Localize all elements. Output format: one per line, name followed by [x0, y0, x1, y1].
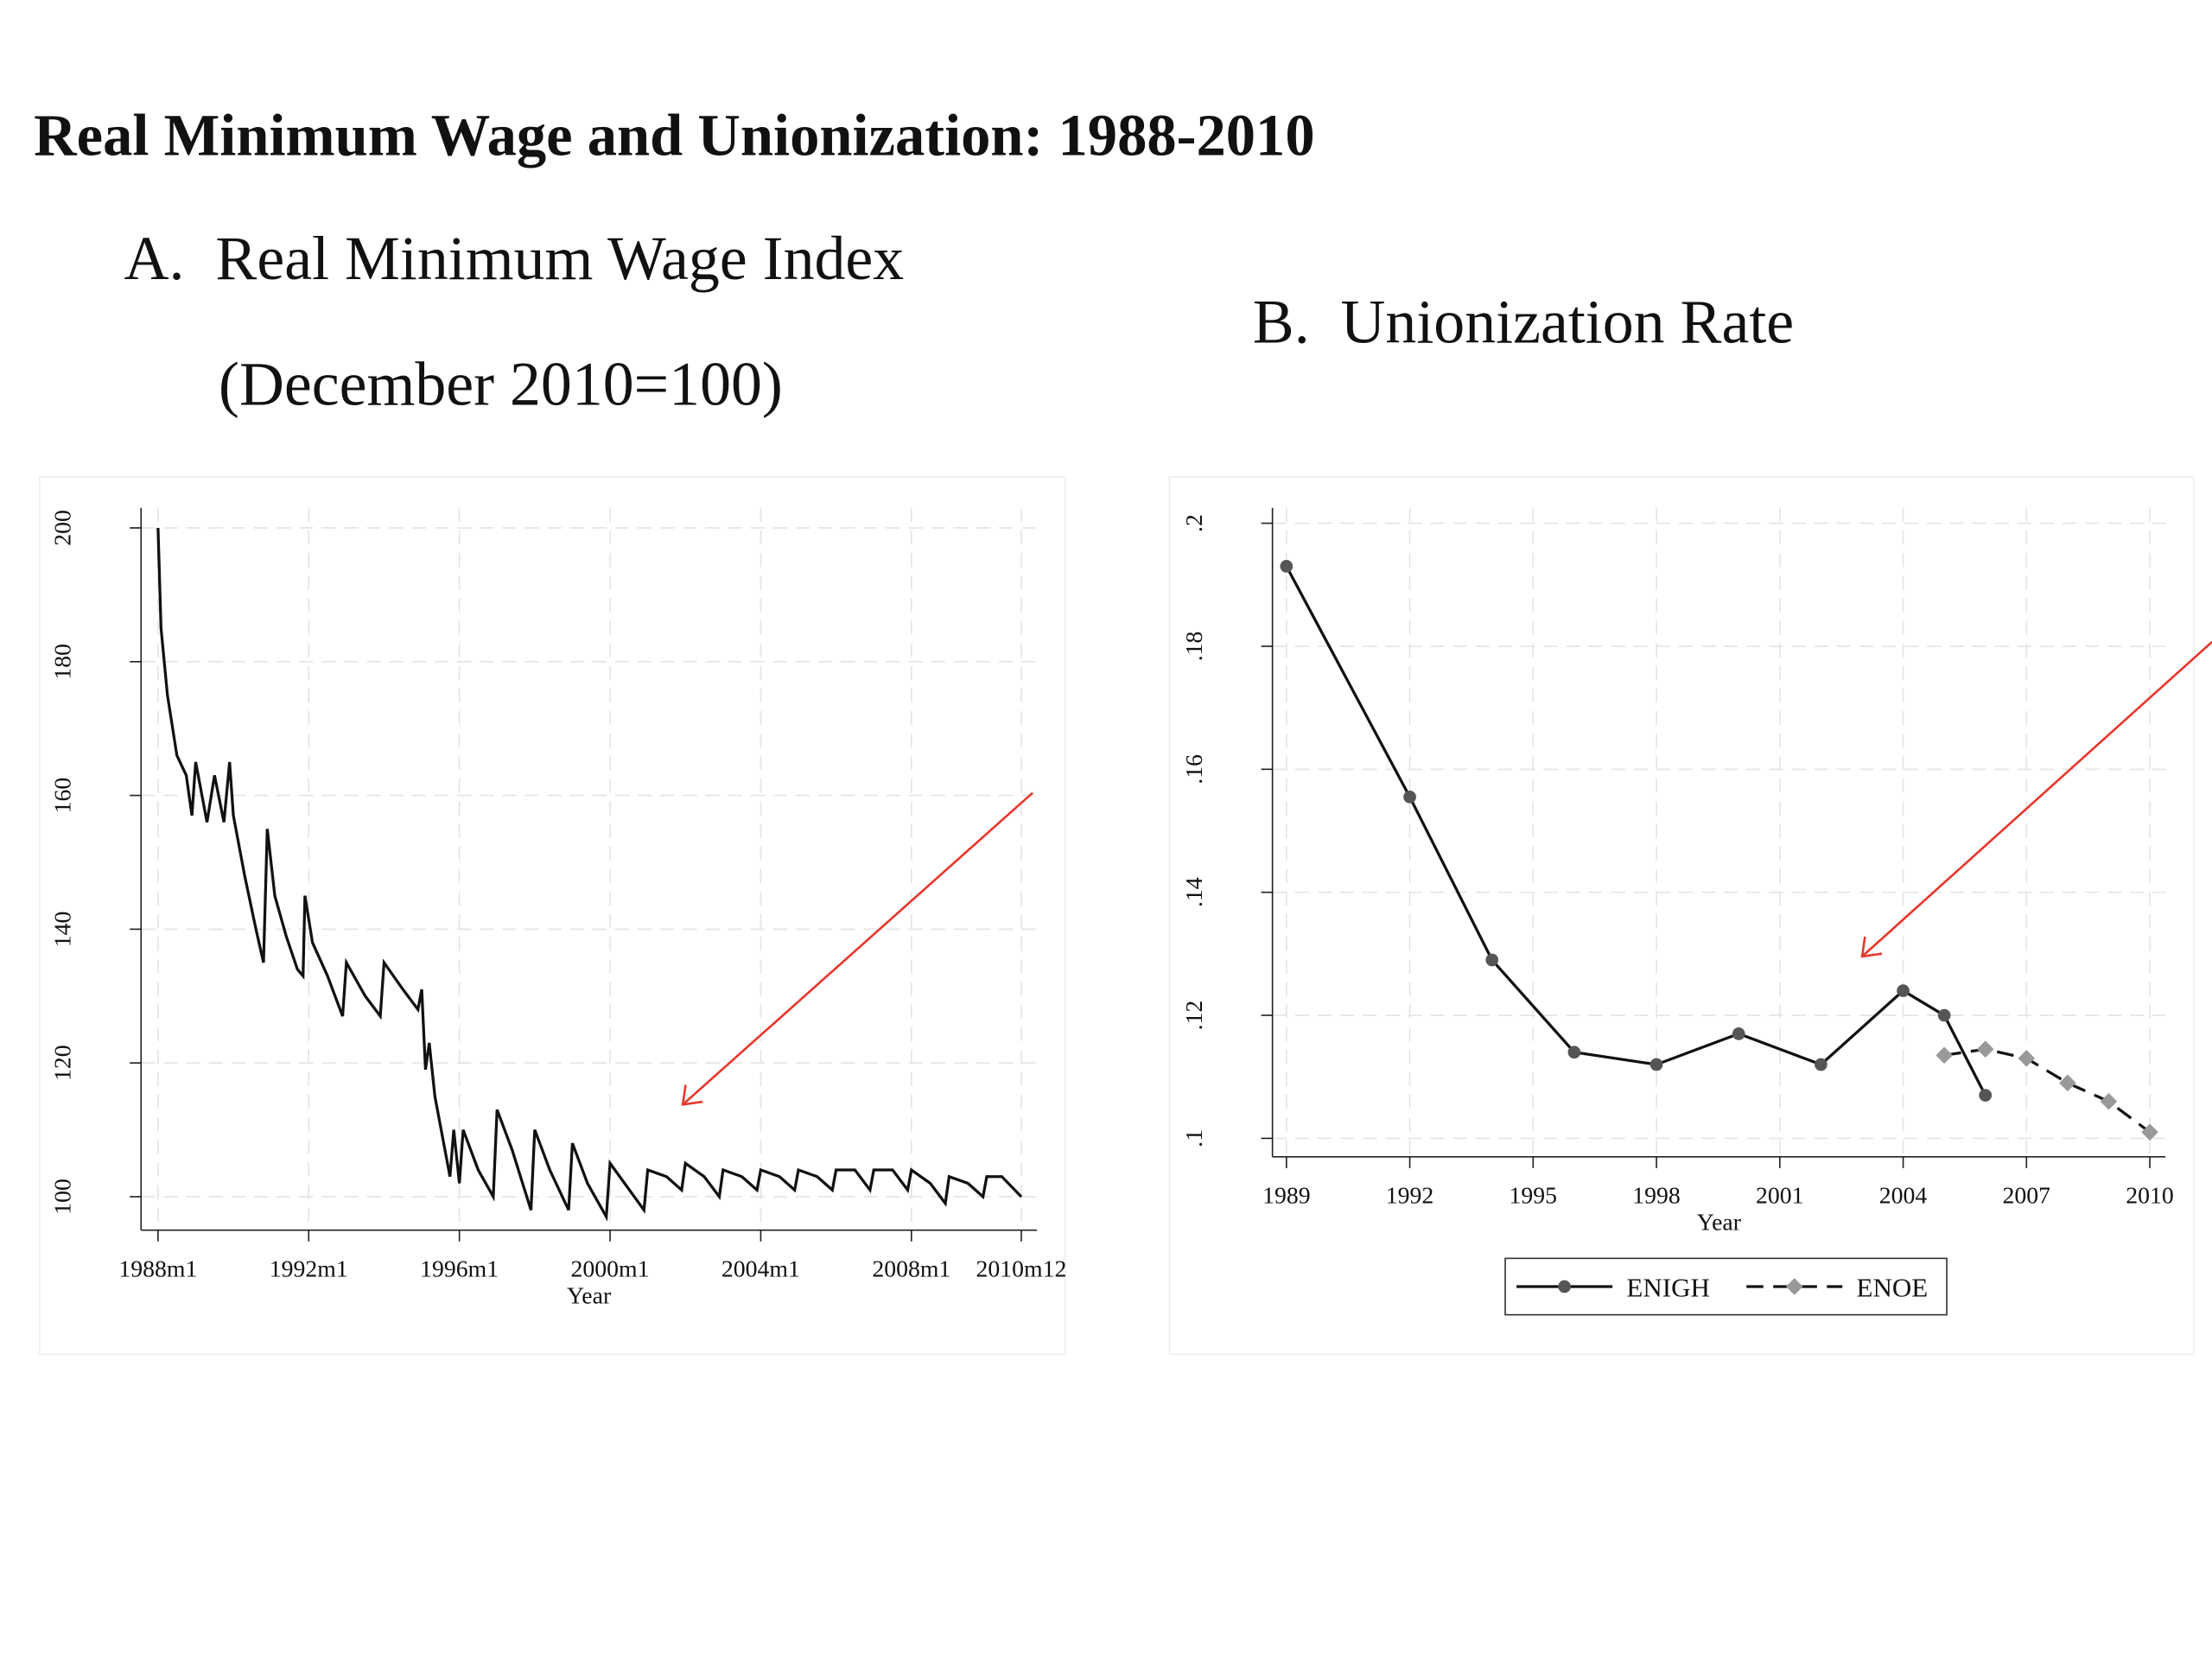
x-tick-label: 2001 — [1756, 1183, 1804, 1210]
y-tick-label: .18 — [1181, 632, 1208, 662]
legend-label: ENOE — [1857, 1272, 1929, 1302]
legend-marker — [1785, 1278, 1803, 1295]
x-tick-label: 1995 — [1510, 1183, 1558, 1210]
point — [1732, 1027, 1745, 1040]
x-tick-label: 2007 — [2003, 1183, 2051, 1210]
y-tick-label: 140 — [50, 912, 77, 948]
panel-a-frame — [38, 476, 1066, 1356]
x-tick-label: 2010m12 — [976, 1256, 1067, 1283]
arrow-b-head — [1860, 936, 1883, 958]
legend-label: ENIGH — [1626, 1272, 1709, 1302]
point — [2059, 1074, 2076, 1092]
slide-title: Real Minimum Wage and Unionization: 1988… — [34, 103, 1314, 168]
annotation-arrows — [681, 640, 2212, 1106]
point — [1815, 1058, 1827, 1071]
series-line — [156, 527, 1023, 1222]
arrow-a — [682, 791, 1033, 1106]
y-tick-label: 160 — [50, 778, 77, 814]
x-axis-title: Year — [567, 1283, 611, 1310]
x-tick-label: 1988m1 — [118, 1256, 197, 1283]
y-tick-label: .12 — [1181, 1001, 1208, 1031]
x-tick-label: 2004 — [1879, 1183, 1928, 1210]
panel-a-title: A. Real Minimum Wage Index — [124, 224, 905, 293]
arrow-b — [1861, 640, 2212, 957]
point — [1485, 953, 1499, 967]
x-tick-label: 1996m1 — [420, 1256, 499, 1283]
point — [1403, 790, 1416, 804]
point — [1979, 1089, 1993, 1102]
x-tick-label: 1992 — [1386, 1183, 1434, 1210]
panel-a-subtitle: (December 2010=100) — [219, 350, 783, 419]
y-tick-label: .16 — [1181, 754, 1208, 785]
series-line — [1285, 565, 1987, 1096]
y-tick-label: .2 — [1181, 514, 1208, 532]
y-tick-label: 180 — [50, 644, 77, 680]
legend: ENIGH ENOE — [1504, 1257, 1948, 1316]
x-tick-label: 2000m1 — [571, 1256, 650, 1283]
x-tick-label: 2010 — [2126, 1183, 2174, 1210]
point — [1649, 1058, 1663, 1071]
point — [1937, 1008, 1951, 1022]
arrow-a-head — [681, 1084, 703, 1106]
x-tick-label: 2008m1 — [872, 1256, 950, 1283]
point — [1567, 1046, 1581, 1059]
legend-marker — [1558, 1280, 1571, 1294]
point — [1897, 984, 1910, 997]
point — [1280, 560, 1294, 573]
charts: 100 120 140 160 180 200 1988m1 1992m1 1996m1 2000… — [50, 507, 2174, 1316]
point — [2100, 1092, 2118, 1110]
x-tick-label: 1998 — [1632, 1183, 1681, 1210]
x-axis-title: Year — [1697, 1210, 1741, 1236]
y-tick-label: .14 — [1181, 877, 1208, 907]
x-tick-label: 1992m1 — [270, 1256, 348, 1283]
panel-b-frame — [1168, 476, 2195, 1356]
x-tick-label: 1989 — [1262, 1183, 1311, 1210]
point — [1976, 1040, 1994, 1058]
y-tick-label: 200 — [50, 510, 77, 546]
y-tick-label: .1 — [1181, 1129, 1208, 1147]
point — [1936, 1046, 1953, 1065]
y-tick-label: 120 — [50, 1045, 77, 1081]
panel-b-title: B. Unionization Rate — [1253, 288, 1794, 357]
y-tick-label: 100 — [50, 1179, 77, 1215]
x-tick-label: 2004m1 — [721, 1256, 800, 1283]
